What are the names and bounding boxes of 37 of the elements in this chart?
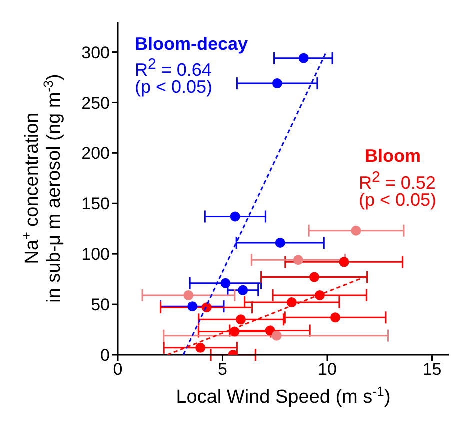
x-tick-label: 10 (318, 360, 337, 380)
point (339, 257, 350, 268)
point (330, 312, 340, 323)
point (286, 298, 297, 308)
point (188, 302, 198, 312)
point (310, 272, 320, 282)
text: Bloom-decay (135, 34, 248, 55)
x-tick-label: 0 (113, 360, 123, 380)
x-tick-label: 5 (218, 360, 228, 380)
annotation: R$^{2}$ = 0.52 (359, 169, 436, 193)
point (265, 326, 276, 336)
point (230, 326, 240, 337)
x-axis-title: Local Wind Speed (m s$^{-1}$) (176, 384, 391, 408)
point (272, 330, 282, 341)
annotation: R$^{2}$ = 0.64 (135, 56, 212, 80)
y-tick-label: 100 (82, 245, 110, 264)
point (351, 226, 362, 236)
annotation: (p < 0.05) (359, 190, 437, 211)
y-tick-label: 250 (82, 94, 110, 113)
point (298, 53, 309, 64)
point (184, 290, 194, 300)
x-tick-label: 15 (422, 360, 442, 380)
point (272, 78, 282, 89)
y-tick-label: 50 (91, 296, 110, 315)
point (220, 278, 231, 288)
point (238, 285, 248, 296)
point (275, 238, 286, 248)
point (196, 342, 206, 353)
point (230, 212, 240, 222)
point (236, 314, 246, 325)
point (293, 255, 304, 266)
y-tick-label: 200 (82, 144, 110, 164)
y-tick-label: 0 (100, 346, 110, 366)
y-tick-label: 150 (82, 194, 110, 214)
annotation: (p < 0.05) (135, 77, 213, 98)
y-tick-label: 300 (82, 43, 110, 62)
text: Bloom (365, 146, 421, 167)
